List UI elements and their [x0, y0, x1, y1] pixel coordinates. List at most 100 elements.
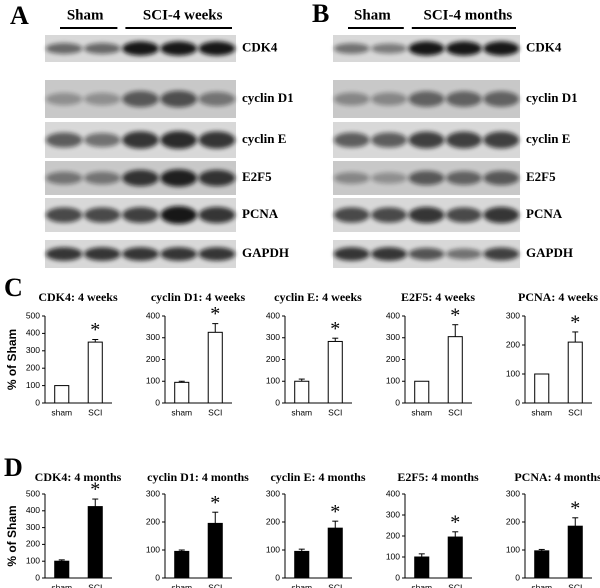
blot-band [408, 206, 445, 224]
bar [414, 556, 430, 579]
x-tick-label: SCI [208, 582, 222, 588]
blot-band [408, 247, 445, 261]
blot-band [122, 91, 159, 107]
chart-title: cyclin D1: 4 months [147, 470, 249, 484]
chart-title: PCNA: 4 weeks [518, 290, 598, 304]
y-tick-label: 100 [266, 376, 280, 386]
bar [327, 527, 343, 579]
y-tick-label: 400 [26, 505, 40, 515]
blot-band [483, 247, 520, 261]
x-tick-label: sham [531, 582, 552, 588]
bar [54, 385, 70, 404]
x-tick-label: sham [411, 407, 432, 417]
x-tick-label: sham [291, 582, 312, 588]
y-tick-label: 200 [386, 354, 400, 364]
blot-band [83, 247, 121, 261]
blot-band [83, 92, 121, 106]
blot-band [371, 172, 408, 184]
significance-mark: * [570, 312, 580, 334]
bar [294, 550, 310, 579]
bar [414, 380, 430, 404]
bar [207, 331, 223, 404]
bar [534, 373, 550, 404]
blot-band [160, 41, 198, 56]
blot-band [198, 131, 236, 149]
blot-band [371, 43, 408, 54]
y-tick-label: 200 [506, 516, 520, 526]
blot-band [483, 170, 520, 186]
blot-band [371, 132, 408, 148]
blot-band [83, 43, 121, 54]
significance-mark: * [570, 497, 580, 519]
significance-mark: * [210, 492, 220, 514]
x-tick-label: sham [531, 407, 552, 417]
blot-band [408, 41, 445, 56]
blot-band [445, 171, 482, 185]
y-axis-label: % of Sham [5, 505, 19, 566]
blot-band [198, 247, 236, 261]
blot-band [445, 131, 482, 149]
bar [54, 560, 70, 579]
blot-band [122, 131, 159, 149]
blot-band [371, 207, 408, 223]
blot-band [333, 43, 370, 54]
bar [174, 550, 190, 579]
x-tick-label: sham [51, 582, 72, 588]
y-tick-label: 300 [266, 332, 280, 342]
y-tick-label: 400 [386, 310, 400, 320]
blot-band [45, 207, 83, 223]
x-tick-label: SCI [448, 582, 462, 588]
protein-label: E2F5 [526, 169, 556, 184]
y-tick-label: 200 [146, 516, 160, 526]
blot-band [333, 172, 370, 184]
blot-band [45, 247, 83, 261]
blot-band [483, 206, 520, 224]
x-tick-label: SCI [568, 407, 582, 417]
chart-title: E2F5: 4 weeks [401, 290, 475, 304]
y-tick-label: 100 [506, 368, 520, 378]
y-tick-label: 200 [146, 354, 160, 364]
blot-band [122, 247, 159, 261]
y-tick-label: 100 [146, 376, 160, 386]
blot-band [333, 92, 370, 106]
y-tick-label: 200 [266, 354, 280, 364]
blot-band [371, 92, 408, 106]
group-label: Sham [354, 7, 391, 23]
bar [87, 341, 103, 404]
blot-band [445, 248, 482, 260]
significance-mark: * [330, 318, 340, 340]
y-tick-label: 0 [35, 572, 40, 582]
blot-band [333, 207, 370, 223]
y-tick-label: 100 [506, 544, 520, 554]
protein-label: cyclin E [526, 131, 570, 146]
protein-label: CDK4 [242, 39, 278, 54]
y-tick-label: 100 [26, 555, 40, 565]
x-tick-label: SCI [88, 407, 102, 417]
y-tick-label: 200 [26, 362, 40, 372]
y-tick-label: 400 [386, 488, 400, 498]
blot-band [160, 206, 198, 224]
blot-band [408, 91, 445, 107]
blot-band [160, 247, 198, 261]
blot-band [198, 169, 236, 187]
y-axis-label: % of Sham [5, 329, 19, 390]
y-tick-label: 100 [266, 544, 280, 554]
y-tick-label: 200 [26, 539, 40, 549]
blot-band [483, 91, 520, 107]
blot-band [445, 207, 482, 223]
y-tick-label: 0 [395, 397, 400, 407]
protein-label: cyclin E [242, 131, 286, 146]
y-tick-label: 200 [386, 530, 400, 540]
blot-band [45, 92, 83, 106]
blot-band [198, 206, 236, 224]
x-tick-label: SCI [88, 582, 102, 588]
bar [567, 525, 583, 579]
blot-band [445, 91, 482, 107]
bar [87, 506, 103, 579]
blot-band [483, 41, 520, 56]
y-tick-label: 0 [35, 397, 40, 407]
chart-title: cyclin D1: 4 weeks [151, 290, 246, 304]
y-tick-label: 300 [506, 488, 520, 498]
x-tick-label: SCI [448, 407, 462, 417]
